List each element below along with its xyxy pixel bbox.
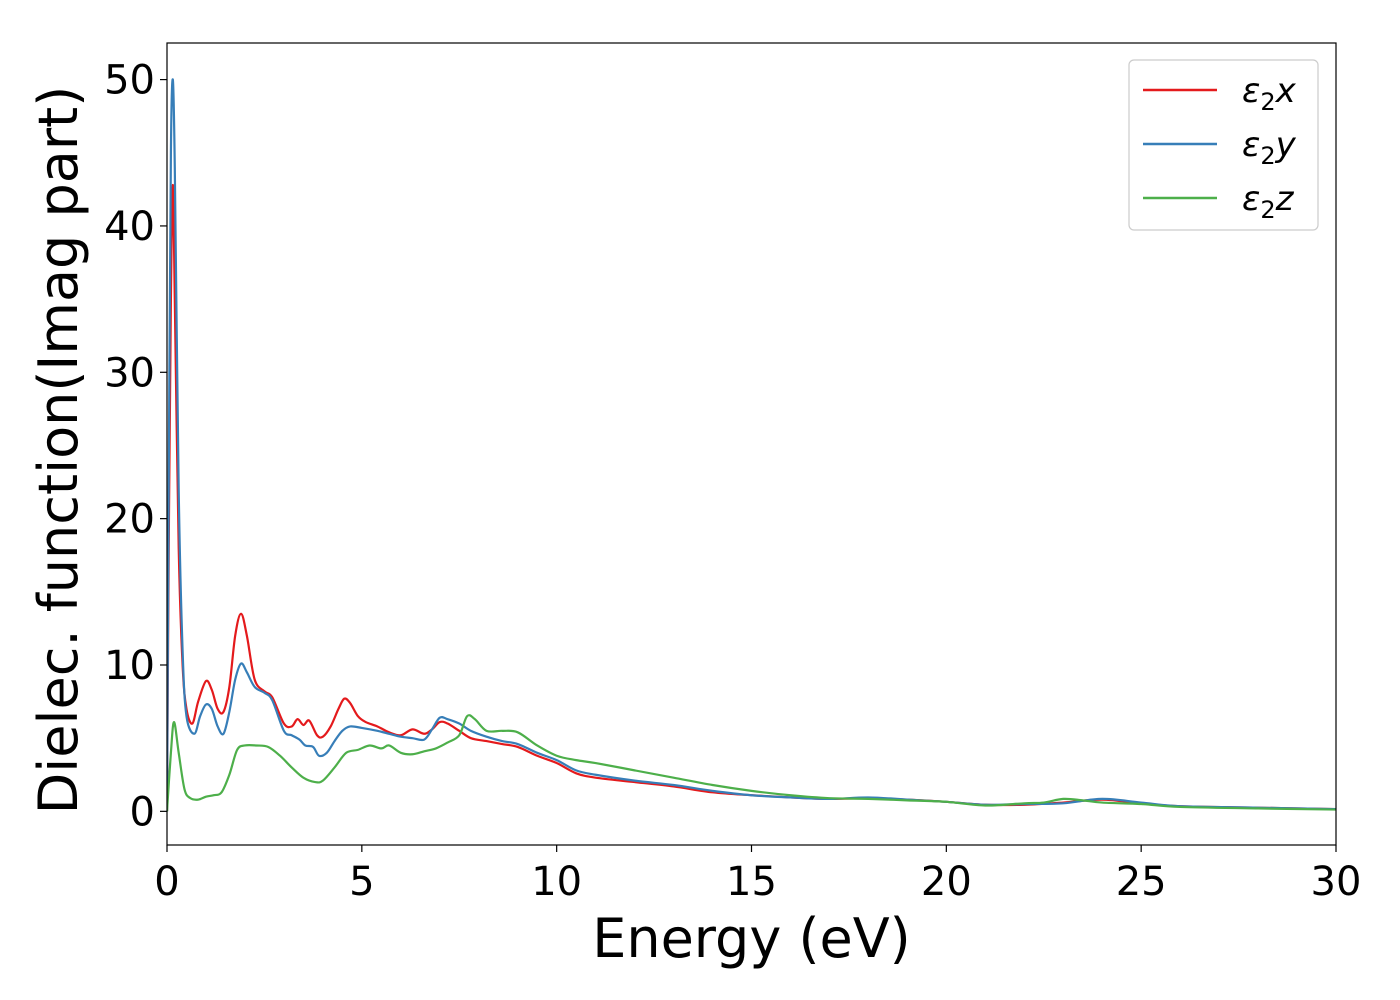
y-tick-label: 0 bbox=[130, 789, 155, 835]
series-layer bbox=[167, 78, 1336, 812]
x-tick-label: 5 bbox=[349, 859, 374, 905]
x-tick-label: 10 bbox=[531, 859, 582, 905]
legend-label-y: ε2y bbox=[1242, 125, 1297, 170]
legend-label-x: ε2x bbox=[1242, 71, 1297, 116]
x-tick-label: 25 bbox=[1116, 859, 1167, 905]
x-tick-label: 30 bbox=[1311, 859, 1362, 905]
x-axis: 0 5 10 15 20 25 30 bbox=[154, 845, 1361, 905]
series-line-y bbox=[167, 78, 1336, 812]
y-tick-label: 10 bbox=[104, 643, 155, 689]
x-tick-label: 20 bbox=[921, 859, 972, 905]
y-tick-label: 50 bbox=[104, 58, 155, 104]
x-tick-label: 0 bbox=[154, 859, 179, 905]
series-line-x bbox=[167, 183, 1336, 812]
x-axis-label: Energy (eV) bbox=[592, 907, 911, 970]
y-axis: 0 10 20 30 40 50 bbox=[104, 58, 167, 835]
y-tick-label: 40 bbox=[104, 204, 155, 250]
series-line-z bbox=[167, 714, 1336, 812]
legend-label-z: ε2z bbox=[1242, 179, 1295, 224]
legend: ε2x ε2y ε2z bbox=[1128, 59, 1319, 231]
legend-box bbox=[1128, 59, 1319, 231]
y-axis-label: Dielec. function(Imag part) bbox=[27, 86, 90, 815]
y-tick-label: 30 bbox=[104, 350, 155, 396]
x-tick-label: 15 bbox=[726, 859, 777, 905]
y-tick-label: 20 bbox=[104, 497, 155, 543]
